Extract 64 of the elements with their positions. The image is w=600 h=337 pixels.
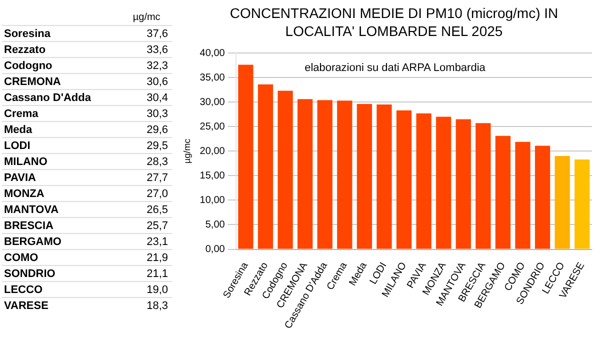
- text: 27,0: [146, 186, 169, 202]
- text: 19,0: [146, 282, 169, 298]
- text: MANTOVA: [3, 202, 60, 218]
- text: BRESCIA: [3, 218, 55, 234]
- text: 30,3: [146, 106, 169, 122]
- text: BERGAMO: [3, 234, 62, 250]
- text: CREMONA: [3, 74, 62, 90]
- text: 33,6: [146, 42, 169, 58]
- text: 25,7: [146, 218, 169, 234]
- text: 30,4: [146, 90, 169, 106]
- text: MILANO: [3, 154, 48, 170]
- y-tick-label: 35,00: [200, 72, 226, 84]
- y-tick-label: 0,00: [205, 244, 226, 256]
- text: 21,9: [146, 250, 169, 266]
- y-tick-label: 30,00: [200, 96, 226, 108]
- bar: [456, 119, 471, 249]
- bar: [554, 156, 570, 249]
- bar: [317, 100, 332, 249]
- y-axis-title: µg/mc: [182, 138, 192, 164]
- text: Codogno: [3, 58, 54, 74]
- text: Rezzato: [3, 42, 47, 58]
- bar: [298, 99, 313, 249]
- bar: [436, 116, 452, 249]
- text: 29,6: [146, 122, 169, 138]
- text: Crema: [3, 106, 40, 122]
- chart-title: CONCENTRAZIONI MEDIE DI PM10 (microg/mc) IN LOCALITA' LOMBARDE NEL 2025: [228, 4, 560, 40]
- text: 26,5: [146, 202, 169, 218]
- y-tick-label: 10,00: [200, 194, 226, 206]
- text: 32,3: [146, 58, 169, 74]
- text: Meda: [3, 122, 34, 138]
- bar: [278, 90, 293, 249]
- text: 28,3: [146, 154, 169, 170]
- text: elaborazioni su dati ARPA Lombardia: [304, 62, 486, 74]
- text: 37,6: [146, 26, 169, 42]
- bar: [258, 84, 274, 249]
- bar: [396, 110, 412, 249]
- text: 18,3: [146, 298, 169, 314]
- text: COMO: [3, 250, 40, 266]
- bar: [356, 104, 372, 249]
- text: 21,1: [146, 266, 169, 282]
- bar: [376, 104, 392, 249]
- bar: [476, 123, 491, 249]
- text: 23,1: [146, 234, 169, 250]
- y-tick-label: 25,00: [200, 121, 226, 132]
- text: Cassano D'Adda: [3, 90, 92, 106]
- bar: [238, 64, 254, 249]
- y-tick-label: 20,00: [200, 146, 226, 157]
- y-tick-label: 15,00: [200, 170, 226, 182]
- y-tick-label: 5,00: [205, 219, 226, 230]
- text: 30,6: [146, 74, 169, 90]
- text: PAVIA: [3, 170, 37, 186]
- bar: [416, 113, 432, 249]
- text: µg/mc: [132, 12, 162, 25]
- text: LODI: [3, 138, 32, 154]
- bar: [337, 100, 352, 249]
- text: 29,5: [146, 138, 169, 154]
- text: MONZA: [3, 186, 46, 202]
- bar: [534, 146, 550, 249]
- bar: [495, 136, 511, 249]
- y-tick-label: 40,00: [200, 48, 226, 59]
- bar: [574, 159, 590, 249]
- text: Soresina: [3, 26, 52, 42]
- text: 27,7: [146, 170, 169, 186]
- bar: [515, 142, 530, 249]
